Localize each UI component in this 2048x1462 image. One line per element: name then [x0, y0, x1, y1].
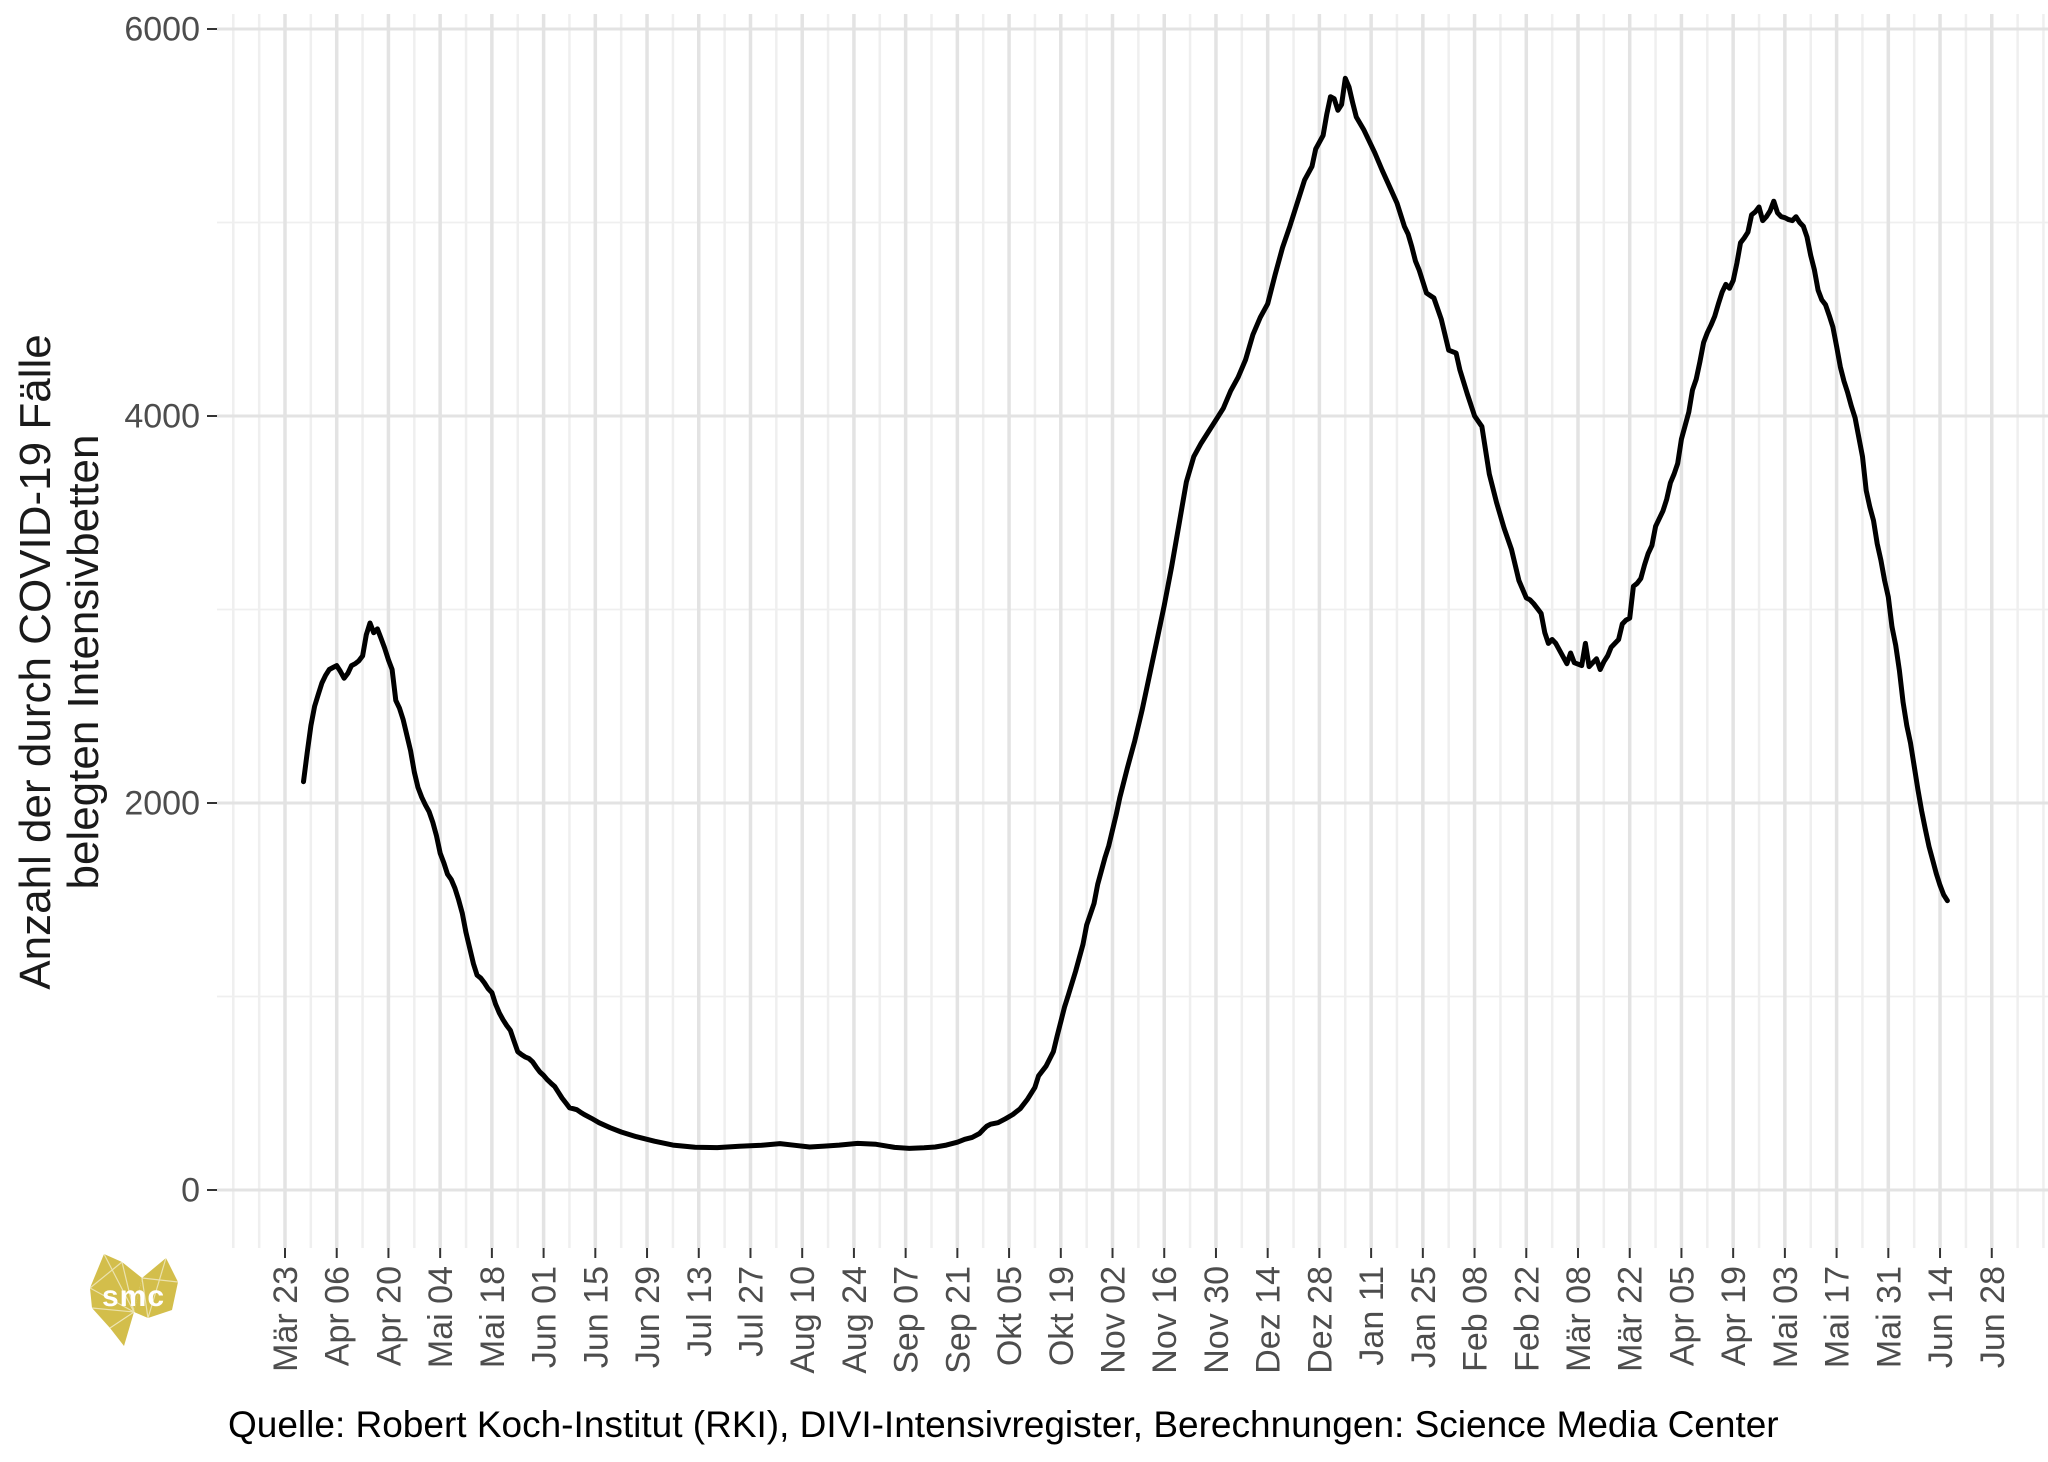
axis-tick-labels: 0 2000 4000 6000 Mär 23 Apr 06 Apr 20 Mai 04 Mai… [124, 11, 2011, 1374]
x-tick-label: Aug 10 [784, 1266, 822, 1374]
x-tick-label: Jan 25 [1405, 1266, 1443, 1368]
x-tick-label: Jun 15 [577, 1266, 615, 1368]
y-tick-label: 4000 [124, 398, 200, 436]
x-tick-label: Jul 13 [681, 1266, 719, 1357]
x-tick-label: Feb 08 [1457, 1266, 1495, 1372]
x-tick-label: Sep 21 [939, 1266, 977, 1374]
y-axis-title: Anzahl der durch COVID-19 Fälle belegten… [11, 212, 108, 1112]
x-tick-label: Apr 20 [370, 1266, 408, 1366]
source-note: Quelle: Robert Koch-Institut (RKI), DIVI… [228, 1404, 1779, 1445]
x-tick-label: Jan 11 [1353, 1266, 1391, 1366]
x-tick-label: Mai 17 [1819, 1266, 1857, 1368]
y-axis-title-line1: Anzahl der durch COVID-19 Fälle [11, 334, 60, 990]
axis-tick-marks [207, 28, 1993, 1258]
y-tick-label: 6000 [124, 11, 200, 49]
gridlines-minor [217, 14, 2048, 1248]
x-tick-label: Okt 19 [1043, 1266, 1081, 1366]
x-tick-label: Nov 16 [1146, 1266, 1184, 1374]
x-tick-label: Mär 23 [267, 1266, 305, 1372]
x-tick-label: Apr 05 [1663, 1266, 1701, 1366]
icu-occupancy-line [301, 75, 1950, 1151]
y-axis-title-line2: belegten Intensivbetten [59, 434, 108, 890]
smc-logo: smc [89, 1253, 179, 1346]
x-tick-label: Mär 22 [1612, 1266, 1650, 1372]
x-tick-label: Sep 07 [888, 1266, 926, 1374]
x-tick-label: Mär 08 [1560, 1266, 1598, 1372]
x-tick-label: Jun 01 [526, 1266, 564, 1368]
smc-logo-text: smc [102, 1280, 165, 1313]
x-tick-label: Mai 31 [1870, 1266, 1908, 1368]
smc-logo-shape: smc [89, 1253, 179, 1346]
x-tick-label: Aug 24 [836, 1266, 874, 1374]
x-tick-label: Dez 28 [1301, 1266, 1339, 1374]
x-tick-label: Nov 02 [1095, 1266, 1133, 1374]
x-tick-label: Okt 05 [991, 1266, 1029, 1366]
x-tick-label: Dez 14 [1250, 1266, 1288, 1374]
gridlines-major [217, 14, 2048, 1248]
x-tick-label: Jul 27 [732, 1266, 770, 1357]
x-tick-label: Mai 03 [1767, 1266, 1805, 1368]
y-tick-label: 0 [181, 1172, 200, 1210]
x-tick-label: Jun 14 [1922, 1266, 1960, 1368]
x-tick-label: Mai 18 [474, 1266, 512, 1368]
x-tick-label: Nov 30 [1198, 1266, 1236, 1374]
y-tick-label: 2000 [124, 785, 200, 823]
x-tick-label: Apr 06 [319, 1266, 357, 1366]
x-tick-label: Mai 04 [422, 1266, 460, 1368]
x-tick-label: Jun 28 [1974, 1266, 2012, 1368]
x-tick-label: Jun 29 [629, 1266, 667, 1368]
x-tick-label: Apr 19 [1715, 1266, 1753, 1366]
x-tick-label: Feb 22 [1508, 1266, 1546, 1372]
